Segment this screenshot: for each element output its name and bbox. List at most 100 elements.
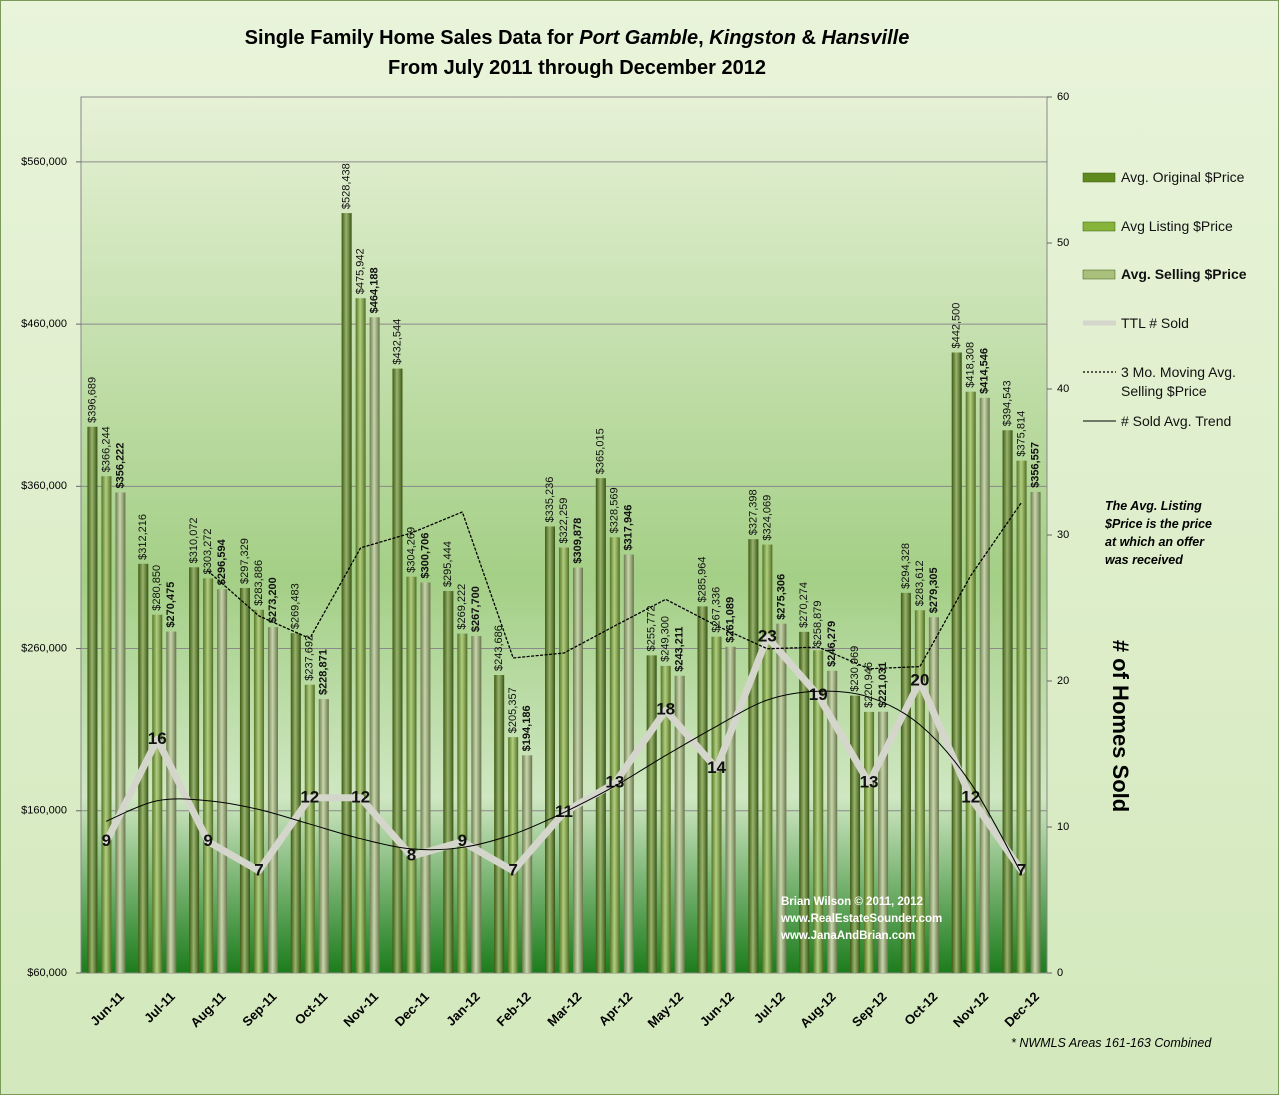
data-label: $296,594: [216, 538, 228, 585]
series-line: [207, 501, 1023, 670]
data-label: $255,772: [646, 606, 658, 652]
bar-shine: [457, 633, 468, 973]
bar-shine: [101, 476, 112, 973]
y-tick-label: $160,000: [21, 805, 67, 817]
data-label: 9: [458, 831, 467, 850]
data-label: 23: [758, 627, 777, 646]
data-label: $297,329: [239, 538, 251, 584]
x-tick-label: Jul-12: [751, 989, 788, 1026]
y-tick-label: $560,000: [21, 156, 67, 168]
bar-shine: [355, 298, 366, 973]
bar-shine: [965, 391, 976, 973]
bar-shine: [674, 675, 685, 973]
x-tick-label: Jul-11: [141, 989, 178, 1026]
data-label: $267,700: [470, 586, 482, 632]
bar-shine: [115, 492, 126, 973]
y2-tick-label: 20: [1057, 675, 1069, 687]
data-label: $300,706: [419, 533, 431, 579]
legend-label: 3 Mo. Moving Avg. Selling $Price: [1121, 364, 1236, 399]
x-tick-label: Nov-11: [340, 989, 381, 1030]
data-label: 12: [300, 787, 319, 806]
data-label: $328,569: [609, 487, 621, 533]
data-label: $279,305: [928, 567, 940, 613]
data-label: $243,686: [493, 625, 505, 671]
x-tick-label: Oct-12: [901, 989, 940, 1028]
credit: www.RealEstateSounder.com: [781, 913, 943, 925]
title-part: Single Family Home Sales Data for: [244, 27, 580, 49]
data-label: 18: [656, 700, 675, 719]
data-label: $464,188: [369, 267, 381, 313]
bar-shine: [914, 610, 925, 973]
data-label: $273,200: [267, 577, 279, 623]
data-label: 11: [555, 802, 573, 821]
y2-tick-label: 30: [1057, 529, 1069, 541]
data-label: $322,259: [558, 498, 570, 544]
data-label: $310,072: [188, 517, 200, 563]
data-label: $269,483: [290, 583, 302, 629]
bar-shine: [776, 623, 787, 973]
data-label: $258,879: [812, 600, 824, 646]
data-label: $327,398: [747, 489, 759, 535]
bar-shine: [827, 670, 838, 973]
data-label: $228,871: [318, 649, 330, 695]
bar-shine: [864, 711, 875, 973]
data-label: $396,689: [86, 377, 98, 423]
data-label: $304,269: [405, 527, 417, 573]
x-tick-label: Sep-12: [849, 989, 890, 1030]
data-label: $194,186: [521, 705, 533, 751]
x-tick-label: Dec-11: [392, 989, 432, 1029]
bar-shine: [850, 695, 861, 973]
bar-shine: [900, 592, 911, 973]
data-label: $528,438: [341, 163, 353, 209]
bar-shine: [748, 539, 759, 973]
bar-shine: [813, 650, 824, 973]
credit: www.JanaAndBrian.com: [781, 930, 916, 942]
data-label: $365,015: [595, 428, 607, 474]
title-part: Hansville: [821, 27, 910, 49]
bar-shine: [290, 633, 301, 973]
bar-shine: [878, 711, 889, 973]
data-label: $309,878: [572, 518, 584, 564]
legend-label: Avg. Original $Price: [1121, 169, 1245, 185]
bar-shine: [471, 636, 482, 973]
data-label: 12: [961, 787, 980, 806]
data-label: $269,222: [456, 584, 468, 630]
data-label: 14: [707, 758, 726, 777]
data-label: 19: [809, 685, 828, 704]
data-label: 7: [1017, 860, 1026, 879]
bar-shine: [508, 737, 519, 973]
y2-tick-label: 40: [1057, 383, 1069, 395]
bar-shine: [609, 537, 620, 973]
data-label: $294,328: [900, 543, 912, 589]
bar-shine: [494, 675, 505, 973]
bar-shine: [87, 426, 98, 973]
data-label: $270,274: [798, 582, 810, 628]
data-label: $432,544: [391, 319, 403, 365]
data-label: $280,850: [151, 565, 163, 611]
bar-shine: [443, 591, 454, 973]
legend-swatch: [1082, 221, 1116, 232]
bar-shine: [979, 397, 990, 973]
data-label: $285,964: [696, 557, 708, 603]
data-label: $317,946: [623, 505, 635, 551]
y2-tick-label: 50: [1057, 237, 1069, 249]
data-label: $221,031: [877, 662, 889, 708]
data-label: $312,216: [137, 514, 149, 560]
data-label: $246,279: [826, 621, 838, 667]
legend-label: Avg Listing $Price: [1121, 218, 1233, 234]
chart-title: Single Family Home Sales Data for Port G…: [81, 27, 1073, 50]
data-label: 20: [910, 670, 929, 689]
bar-shine: [928, 617, 939, 973]
bar-shine: [217, 589, 228, 973]
data-label: $283,886: [253, 560, 265, 606]
data-label: $237,692: [304, 635, 316, 681]
data-label: 13: [860, 773, 879, 792]
bar-shine: [318, 699, 329, 973]
bar-shine: [406, 576, 417, 973]
data-label: $283,612: [914, 560, 926, 606]
bar-shine: [697, 606, 708, 973]
bar-shine: [646, 655, 657, 973]
bar-shine: [239, 587, 250, 973]
